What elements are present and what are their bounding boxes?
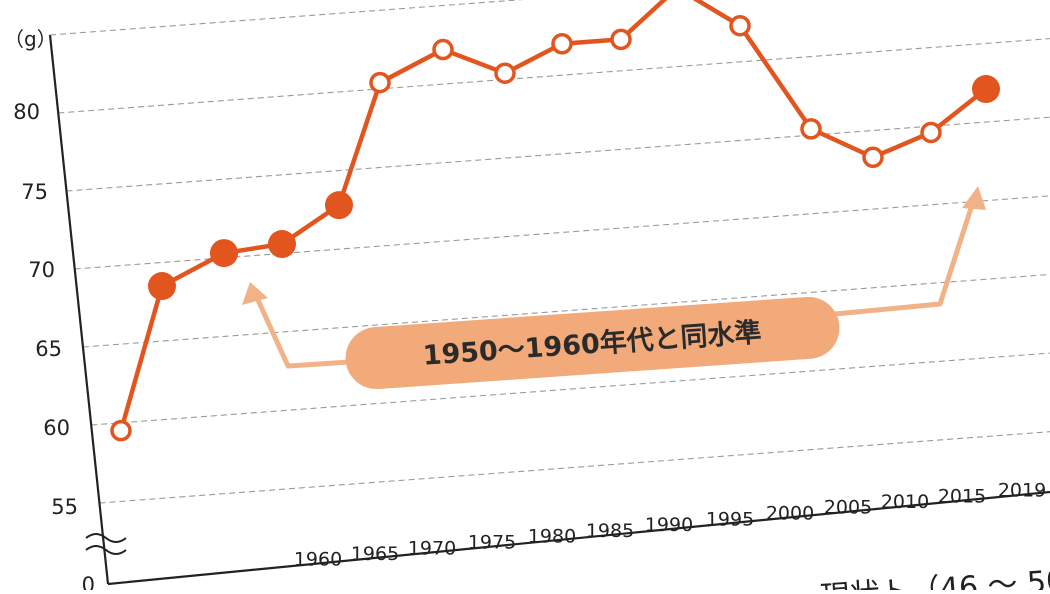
point-hollow bbox=[920, 121, 942, 144]
y-unit-label: （g） bbox=[4, 27, 57, 51]
x-tick-label: 1965 bbox=[351, 543, 399, 565]
axes bbox=[48, 34, 1050, 586]
y-tick-label: 65 bbox=[35, 337, 62, 361]
y-axis bbox=[48, 34, 110, 585]
point-filled bbox=[325, 191, 353, 220]
axis-break-icon bbox=[85, 533, 127, 555]
arrowhead-left bbox=[242, 282, 268, 305]
point-hollow bbox=[369, 71, 391, 94]
grid-line bbox=[82, 273, 1050, 348]
grid-line bbox=[99, 431, 1050, 504]
point-filled bbox=[148, 272, 176, 301]
arrow-right bbox=[834, 204, 975, 317]
y-tick-label: 0 bbox=[82, 573, 95, 590]
callout-arrows bbox=[242, 186, 986, 369]
point-hollow bbox=[432, 38, 454, 61]
x-tick-label: 1980 bbox=[528, 526, 576, 548]
point-hollow bbox=[729, 14, 751, 37]
x-tick-label: 1990 bbox=[645, 514, 693, 536]
x-tick-label: 1970 bbox=[408, 537, 456, 559]
y-tick-label: 70 bbox=[28, 258, 55, 282]
x-tick-label: 2010 bbox=[881, 491, 929, 513]
point-hollow bbox=[862, 146, 884, 168]
arrowhead-right bbox=[962, 186, 986, 210]
data-series bbox=[110, 0, 1000, 442]
point-hollow bbox=[610, 28, 632, 51]
point-hollow bbox=[800, 118, 822, 140]
x-tick-label: 2005 bbox=[824, 497, 872, 519]
x-tick-label: 2000 bbox=[766, 502, 814, 524]
y-tick-label: 60 bbox=[43, 416, 70, 440]
point-hollow bbox=[551, 33, 573, 55]
x-tick-label: 1985 bbox=[586, 520, 634, 542]
x-tick-labels: 1960 1965 1970 1975 1980 1985 1990 1995 2000 2005… bbox=[294, 480, 1046, 571]
point-filled bbox=[972, 75, 1000, 104]
x-tick-label: 1995 bbox=[706, 508, 754, 530]
callout: 1950～1960年代と同水準 bbox=[345, 296, 840, 390]
point-hollow bbox=[494, 62, 516, 84]
break-mark bbox=[85, 533, 127, 543]
callout-box bbox=[345, 296, 840, 390]
point-filled bbox=[268, 230, 296, 259]
y-tick-label: 75 bbox=[21, 180, 48, 204]
y-tick-labels: 0 55 60 65 70 75 80 bbox=[13, 100, 95, 594]
series-line bbox=[118, 0, 988, 432]
y-tick-label: 55 bbox=[51, 495, 78, 519]
x-tick-label: 2019 bbox=[998, 480, 1046, 502]
grid-line bbox=[91, 352, 1050, 426]
grid-line bbox=[66, 116, 1050, 192]
arrow-left bbox=[255, 298, 351, 369]
break-mark bbox=[85, 545, 127, 555]
point-filled bbox=[210, 239, 238, 268]
grid-line bbox=[58, 38, 1050, 114]
x-tick-label: 1975 bbox=[468, 531, 516, 553]
grid-line bbox=[49, 0, 525, 36]
x-axis bbox=[107, 490, 1050, 586]
bottom-cut-text: 現状ト（46 ～ 50年 bbox=[819, 562, 1050, 590]
grid-lines bbox=[49, 0, 1050, 504]
point-hollow bbox=[110, 419, 132, 442]
y-tick-label: 80 bbox=[13, 100, 40, 124]
x-tick-label: 1960 bbox=[294, 548, 342, 570]
x-tick-label: 2015 bbox=[938, 486, 986, 508]
